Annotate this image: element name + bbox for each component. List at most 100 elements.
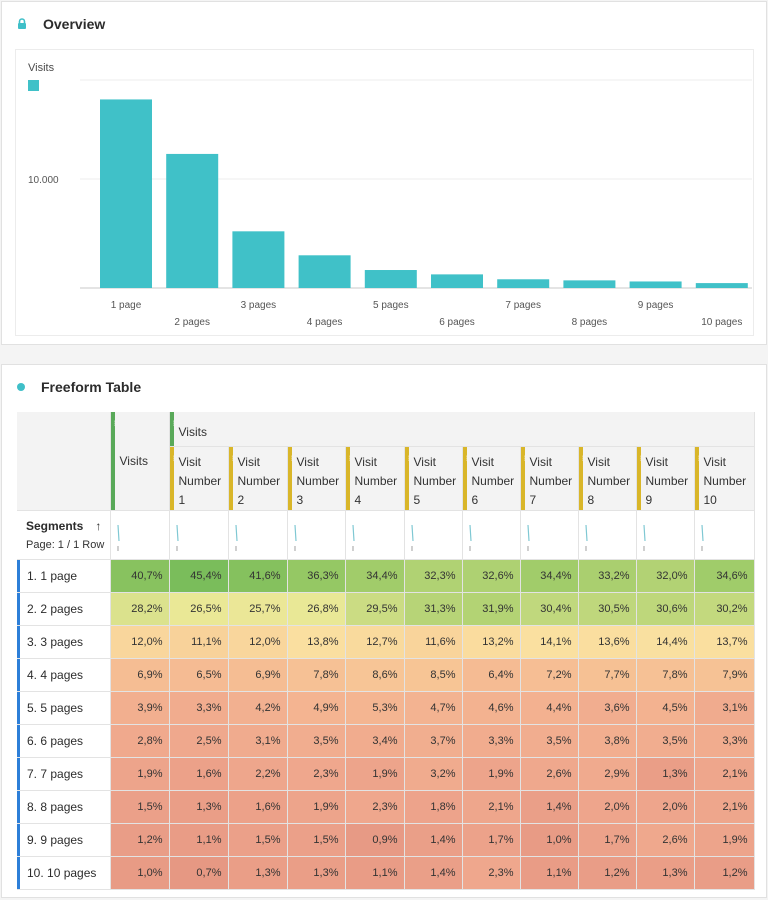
- table-cell[interactable]: 1,2%: [694, 856, 755, 890]
- row-label[interactable]: 9. 9 pages: [17, 823, 111, 857]
- table-cell[interactable]: 3,1%: [694, 691, 755, 725]
- table-cell[interactable]: 1,6%: [169, 757, 229, 791]
- table-cell[interactable]: 41,6%: [228, 559, 288, 593]
- table-cell[interactable]: 2,3%: [287, 757, 346, 791]
- table-cell[interactable]: 28,2%: [110, 592, 170, 626]
- table-cell[interactable]: 6,9%: [228, 658, 288, 692]
- table-cell[interactable]: 6,5%: [169, 658, 229, 692]
- table-row[interactable]: 7. 7 pages 1,9% 1,6% 2,2% 2,3% 1,9% 3,2% 1,9% 2,…: [17, 757, 755, 791]
- column-header-visit-number-9[interactable]: ⋮ Visit Number 9: [636, 446, 695, 511]
- table-cell[interactable]: 3,4%: [345, 724, 405, 758]
- table-cell[interactable]: 11,6%: [404, 625, 463, 659]
- table-cell[interactable]: 3,8%: [578, 724, 637, 758]
- table-cell[interactable]: 5,3%: [345, 691, 405, 725]
- column-header-visit-number-5[interactable]: ⋮ Visit Number 5: [404, 446, 463, 511]
- table-cell[interactable]: 26,5%: [169, 592, 229, 626]
- table-cell[interactable]: 14,1%: [520, 625, 579, 659]
- drag-handle[interactable]: ⋮: [404, 446, 412, 510]
- table-cell[interactable]: 8,5%: [404, 658, 463, 692]
- table-row[interactable]: 9. 9 pages 1,2% 1,1% 1,5% 1,5% 0,9% 1,4% 1,7% 1,…: [17, 823, 755, 857]
- table-cell[interactable]: 29,5%: [345, 592, 405, 626]
- table-cell[interactable]: 34,6%: [694, 559, 755, 593]
- row-label[interactable]: 3. 3 pages: [17, 625, 111, 659]
- table-cell[interactable]: 1,9%: [110, 757, 170, 791]
- column-header-visit-number-10[interactable]: ⋮ Visit Number 10: [694, 446, 755, 511]
- table-row[interactable]: 6. 6 pages 2,8% 2,5% 3,1% 3,5% 3,4% 3,7% 3,3% 3,…: [17, 724, 755, 758]
- visits-group-header[interactable]: ⋮ Visits: [169, 412, 755, 447]
- table-cell[interactable]: 30,2%: [694, 592, 755, 626]
- table-cell[interactable]: 12,7%: [345, 625, 405, 659]
- column-header-visit-number-3[interactable]: ⋮ Visit Number 3: [287, 446, 346, 511]
- bar-1[interactable]: [100, 99, 152, 289]
- table-cell[interactable]: 30,6%: [636, 592, 695, 626]
- column-header-visit-number-4[interactable]: ⋮ Visit Number 4: [345, 446, 405, 511]
- drag-handle[interactable]: ⋮: [287, 446, 295, 510]
- table-cell[interactable]: 4,7%: [404, 691, 463, 725]
- table-cell[interactable]: 1,1%: [169, 823, 229, 857]
- table-cell[interactable]: 1,5%: [228, 823, 288, 857]
- row-label[interactable]: 5. 5 pages: [17, 691, 111, 725]
- table-cell[interactable]: 30,5%: [578, 592, 637, 626]
- table-cell[interactable]: 7,7%: [578, 658, 637, 692]
- table-cell[interactable]: 3,3%: [462, 724, 521, 758]
- column-header-visit-number-2[interactable]: ⋮ Visit Number 2: [228, 446, 288, 511]
- table-cell[interactable]: 3,5%: [520, 724, 579, 758]
- arrow-up-icon[interactable]: ↑: [95, 518, 102, 533]
- table-cell[interactable]: 3,1%: [228, 724, 288, 758]
- bar-8[interactable]: [563, 280, 616, 288]
- table-cell[interactable]: 32,6%: [462, 559, 521, 593]
- table-cell[interactable]: 2,6%: [636, 823, 695, 857]
- table-cell[interactable]: 25,7%: [228, 592, 288, 626]
- table-cell[interactable]: 13,7%: [694, 625, 755, 659]
- table-cell[interactable]: 2,5%: [169, 724, 229, 758]
- table-cell[interactable]: 12,0%: [110, 625, 170, 659]
- bar-9[interactable]: [629, 281, 682, 288]
- table-cell[interactable]: 3,7%: [404, 724, 463, 758]
- table-cell[interactable]: 1,6%: [228, 790, 288, 824]
- table-cell[interactable]: 3,6%: [578, 691, 637, 725]
- table-cell[interactable]: 3,3%: [169, 691, 229, 725]
- drag-handle[interactable]: ⋮: [110, 412, 118, 510]
- visits-column-header[interactable]: ⋮ Visits: [110, 412, 170, 511]
- table-cell[interactable]: 2,3%: [462, 856, 521, 890]
- table-cell[interactable]: 1,2%: [578, 856, 637, 890]
- table-cell[interactable]: 1,5%: [287, 823, 346, 857]
- table-cell[interactable]: 32,0%: [636, 559, 695, 593]
- bar-3[interactable]: [232, 231, 285, 288]
- table-cell[interactable]: 7,8%: [636, 658, 695, 692]
- table-cell[interactable]: 1,3%: [228, 856, 288, 890]
- table-cell[interactable]: 32,3%: [404, 559, 463, 593]
- table-cell[interactable]: 1,4%: [404, 823, 463, 857]
- drag-handle[interactable]: ⋮: [169, 446, 177, 510]
- column-header-visit-number-7[interactable]: ⋮ Visit Number 7: [520, 446, 579, 511]
- table-row[interactable]: 2. 2 pages 28,2% 26,5% 25,7% 26,8% 29,5% 31,3%…: [17, 592, 755, 626]
- table-cell[interactable]: 1,7%: [578, 823, 637, 857]
- drag-handle[interactable]: ⋮: [345, 446, 353, 510]
- table-cell[interactable]: 31,3%: [404, 592, 463, 626]
- column-header-visit-number-6[interactable]: ⋮ Visit Number 6: [462, 446, 521, 511]
- table-cell[interactable]: 26,8%: [287, 592, 346, 626]
- table-cell[interactable]: 7,8%: [287, 658, 346, 692]
- table-cell[interactable]: 30,4%: [520, 592, 579, 626]
- table-row[interactable]: 5. 5 pages 3,9% 3,3% 4,2% 4,9% 5,3% 4,7% 4,6% 4,…: [17, 691, 755, 725]
- chart-legend[interactable]: Visits: [28, 62, 54, 91]
- table-cell[interactable]: 31,9%: [462, 592, 521, 626]
- column-header-visit-number-8[interactable]: ⋮ Visit Number 8: [578, 446, 637, 511]
- table-cell[interactable]: 13,2%: [462, 625, 521, 659]
- lock-icon[interactable]: [17, 18, 27, 30]
- table-cell[interactable]: 7,9%: [694, 658, 755, 692]
- drag-handle[interactable]: ⋮: [694, 446, 702, 510]
- table-cell[interactable]: 1,4%: [520, 790, 579, 824]
- row-label[interactable]: 6. 6 pages: [17, 724, 111, 758]
- table-cell[interactable]: 2,0%: [578, 790, 637, 824]
- table-cell[interactable]: 2,8%: [110, 724, 170, 758]
- drag-handle[interactable]: ⋮: [169, 412, 177, 446]
- table-cell[interactable]: 0,7%: [169, 856, 229, 890]
- row-label[interactable]: 7. 7 pages: [17, 757, 111, 791]
- bar-4[interactable]: [298, 255, 351, 288]
- table-cell[interactable]: 40,7%: [110, 559, 170, 593]
- table-cell[interactable]: 13,6%: [578, 625, 637, 659]
- table-cell[interactable]: 0,9%: [345, 823, 405, 857]
- drag-handle[interactable]: ⋮: [520, 446, 528, 510]
- table-cell[interactable]: 3,2%: [404, 757, 463, 791]
